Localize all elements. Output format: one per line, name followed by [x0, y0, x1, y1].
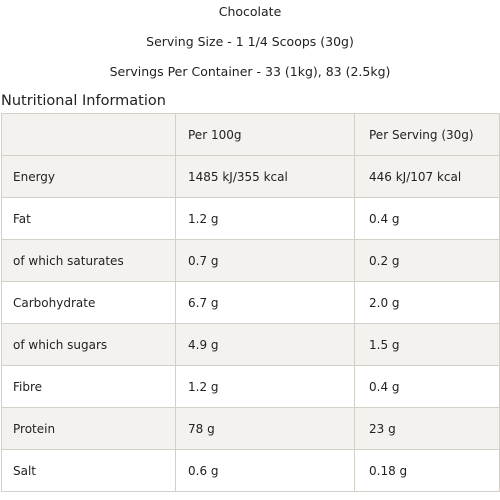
nutrition-table: Per 100g Per Serving (30g) Energy 1485 k…	[1, 113, 500, 492]
per-serving-value: 0.2 g	[354, 239, 500, 282]
nutrient-name: Carbohydrate	[1, 281, 176, 324]
per-100g-value: 0.6 g	[175, 449, 355, 492]
nutrient-name: Salt	[1, 449, 176, 492]
table-row: Fibre 1.2 g 0.4 g	[1, 365, 500, 408]
flavour-title: Chocolate	[218, 4, 282, 19]
nutrient-name: Fibre	[1, 365, 176, 408]
nutrient-name: of which saturates	[1, 239, 176, 282]
per-serving-value: 1.5 g	[354, 323, 500, 366]
per-100g-value: 1.2 g	[175, 365, 355, 408]
per-serving-value: 0.4 g	[354, 197, 500, 240]
per-100g-value: 78 g	[175, 407, 355, 450]
table-row: Carbohydrate 6.7 g 2.0 g	[1, 281, 500, 324]
per-100g-value: 4.9 g	[175, 323, 355, 366]
per-serving-value: 446 kJ/107 kcal	[354, 155, 500, 198]
header-cell-per-serving: Per Serving (30g)	[354, 113, 500, 156]
table-row: Fat 1.2 g 0.4 g	[1, 197, 500, 240]
table-row: of which saturates 0.7 g 0.2 g	[1, 239, 500, 282]
servings-per-container-text: Servings Per Container - 33 (1kg), 83 (2…	[109, 64, 391, 79]
nutritional-information-heading: Nutritional Information	[1, 93, 166, 109]
nutrient-name: Energy	[1, 155, 176, 198]
per-serving-value: 0.18 g	[354, 449, 500, 492]
nutrient-name: of which sugars	[1, 323, 176, 366]
table-row: Salt 0.6 g 0.18 g	[1, 449, 500, 492]
per-100g-value: 1485 kJ/355 kcal	[175, 155, 355, 198]
nutrient-name: Fat	[1, 197, 176, 240]
per-100g-value: 1.2 g	[175, 197, 355, 240]
table-header-row: Per 100g Per Serving (30g)	[1, 113, 500, 156]
per-serving-value: 23 g	[354, 407, 500, 450]
table-row: Protein 78 g 23 g	[1, 407, 500, 450]
header-cell-per-100g: Per 100g	[175, 113, 355, 156]
header-cell-nutrient	[1, 113, 176, 156]
serving-size-text: Serving Size - 1 1/4 Scoops (30g)	[146, 34, 354, 49]
table-row: Energy 1485 kJ/355 kcal 446 kJ/107 kcal	[1, 155, 500, 198]
nutrient-name: Protein	[1, 407, 176, 450]
per-serving-value: 0.4 g	[354, 365, 500, 408]
per-serving-value: 2.0 g	[354, 281, 500, 324]
per-100g-value: 0.7 g	[175, 239, 355, 282]
per-100g-value: 6.7 g	[175, 281, 355, 324]
table-row: of which sugars 4.9 g 1.5 g	[1, 323, 500, 366]
